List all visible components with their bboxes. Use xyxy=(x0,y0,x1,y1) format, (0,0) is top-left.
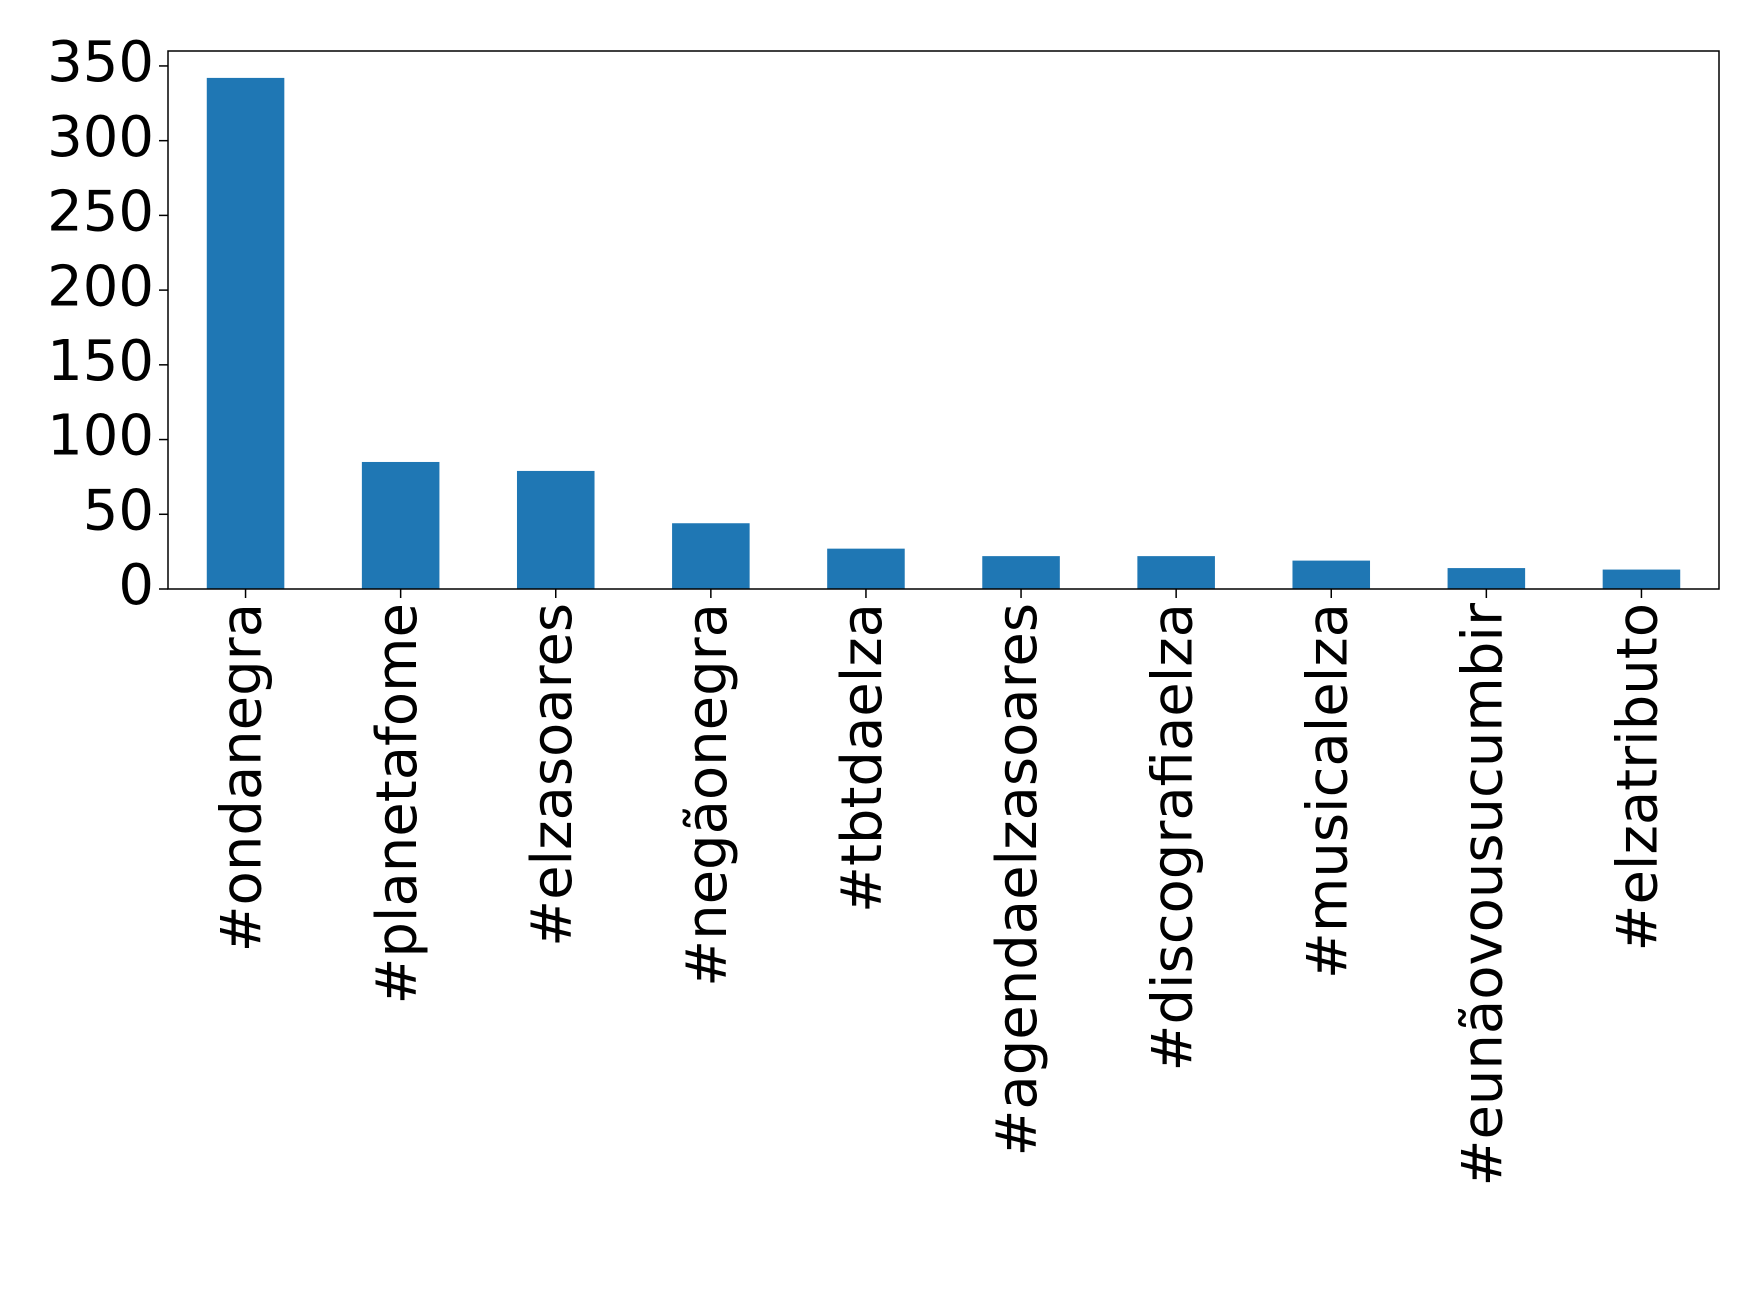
y-tick-label: 150 xyxy=(47,329,154,394)
bar xyxy=(672,523,750,589)
x-tick-label: #ondanegra xyxy=(210,603,275,952)
bar xyxy=(1292,560,1371,589)
y-tick-label: 350 xyxy=(47,30,154,95)
plot-frame xyxy=(167,50,1720,590)
y-tick-label: 300 xyxy=(47,105,154,170)
y-tick-label: 50 xyxy=(83,478,154,543)
bar xyxy=(361,461,440,589)
x-tick-label: #tbtdaelza xyxy=(830,603,895,913)
bar xyxy=(827,548,905,589)
bar xyxy=(516,470,595,589)
x-tick-label: #planetafome xyxy=(365,603,430,1005)
y-tick-label: 250 xyxy=(47,180,154,245)
x-tick-label: #musicalelza xyxy=(1295,603,1360,979)
x-tick-label: #negãonegra xyxy=(675,603,740,987)
x-tick-label: #elzasoares xyxy=(520,603,585,947)
bar xyxy=(1602,569,1681,589)
bar xyxy=(1137,556,1215,589)
bar xyxy=(982,556,1060,589)
bar xyxy=(1447,568,1526,589)
bar xyxy=(206,77,285,590)
x-tick-label: #elzatributo xyxy=(1606,603,1671,951)
x-tick-label: #eunãovousucumbir xyxy=(1450,602,1515,1186)
y-tick-label: 0 xyxy=(118,553,154,618)
x-tick-label: #discografiaelza xyxy=(1140,603,1205,1071)
x-tick-label: #agendaelzasoares xyxy=(985,603,1050,1156)
y-tick-label: 200 xyxy=(47,254,154,319)
y-tick-label: 100 xyxy=(47,404,154,469)
